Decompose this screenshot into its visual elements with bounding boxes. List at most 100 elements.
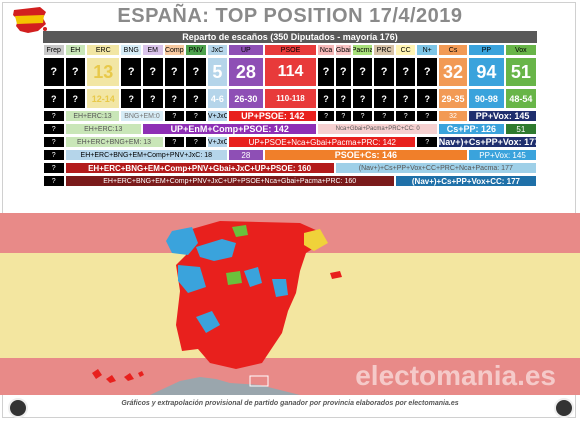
party-header-pnv: PNV bbox=[185, 44, 207, 56]
combo-r1-frep: ? bbox=[43, 110, 65, 122]
combo-r2-frep: ? bbox=[43, 123, 65, 135]
combo-left-160: EH+ERC+BNG+EM+Comp+PNV+Gbai+JxC+UP+PSOE:… bbox=[64, 162, 335, 174]
combo-r1-nav: ? bbox=[416, 110, 438, 122]
seat-range-em: ? bbox=[142, 88, 164, 109]
seat-range-pnv: ? bbox=[185, 88, 207, 109]
seat-range-frep: ? bbox=[43, 88, 65, 109]
combo-psoe-cs: PSOE+Cs: 146 bbox=[263, 149, 469, 161]
combo-periphery-18: EH+ERC+BNG+EM+Comp+PNV+JxC: 18 bbox=[64, 149, 229, 161]
combo-vox: 51 bbox=[504, 123, 537, 135]
cuenca-pp bbox=[244, 267, 262, 287]
seat-range-gbai: ? bbox=[334, 88, 352, 109]
party-header-cs: Cs bbox=[437, 44, 469, 56]
combo-nca-gbai-pacma-prc-cc: Nca+Gbai+Pacma+PRC+CC: 0 bbox=[317, 123, 438, 135]
party-header-erc: ERC bbox=[86, 44, 121, 56]
seat-range-comp: ? bbox=[163, 88, 186, 109]
combo-r1-nca: ? bbox=[317, 110, 335, 122]
seat-value-cs: 32 bbox=[437, 57, 469, 87]
combo-cs: 32 bbox=[437, 110, 469, 122]
seat-value-up: 28 bbox=[228, 57, 264, 87]
party-header-gbai: Gbai bbox=[334, 44, 352, 56]
seat-value-prc: ? bbox=[373, 57, 395, 87]
combo-r5-frep: ? bbox=[43, 162, 65, 174]
party-header-comp: Comp bbox=[163, 44, 186, 56]
combo-r1-pacma: ? bbox=[351, 110, 374, 122]
party-header-up: UP bbox=[228, 44, 264, 56]
seat-value-pacma: ? bbox=[351, 57, 374, 87]
balearics bbox=[330, 271, 342, 279]
combo-eh-erc: EH+ERC:13 bbox=[64, 110, 121, 122]
north-africa-coast bbox=[150, 377, 300, 395]
combo-r6-frep: ? bbox=[43, 175, 65, 187]
seat-value-pp: 94 bbox=[468, 57, 505, 87]
navarra-nav bbox=[226, 271, 242, 285]
page-frame bbox=[2, 2, 576, 418]
centre-pp bbox=[178, 265, 206, 293]
combo-pnv-jxc-2: PNV+JxC: 5 bbox=[206, 136, 229, 148]
party-header-vox: Vox bbox=[504, 44, 537, 56]
electomania-logo-right bbox=[554, 398, 574, 418]
party-header-bng: BNG bbox=[120, 44, 142, 56]
combo-r3-frep: ? bbox=[43, 136, 65, 148]
east-pp bbox=[272, 279, 288, 297]
combo-right-cc-177: (Nav+)+Cs+PP+Vox+CC: 177 bbox=[394, 175, 537, 187]
seat-range-up: 26-30 bbox=[228, 88, 264, 109]
seat-range-vox: 48-54 bbox=[504, 88, 537, 109]
canary-islands bbox=[92, 369, 144, 383]
combo-left-all-160: EH+ERC+BNG+EM+Comp+PNV+JxC+UP+PSOE+Nca+G… bbox=[64, 175, 395, 187]
party-header-n: N+ bbox=[416, 44, 438, 56]
electomania-logo bbox=[8, 398, 28, 418]
seat-range-pacma: ? bbox=[351, 88, 374, 109]
combo-r3-comp: ? bbox=[163, 136, 186, 148]
catalonia-erc bbox=[304, 229, 328, 251]
basque-pnv bbox=[232, 225, 248, 237]
seat-range-bng: ? bbox=[120, 88, 142, 109]
combo-pnv-jxc: PNV+JxC: 5 bbox=[206, 110, 229, 122]
seat-range-nca: ? bbox=[317, 88, 335, 109]
party-header-prc: PRC bbox=[373, 44, 395, 56]
watermark: electomania.es bbox=[355, 360, 556, 391]
seat-value-nca: ? bbox=[317, 57, 335, 87]
combo-up-enm-comp-psoe: UP+EnM+Comp+PSOE: 142 bbox=[142, 123, 318, 135]
combo-eh-erc-2: EH+ERC:13 bbox=[64, 123, 142, 135]
combo-r1-gbai: ? bbox=[334, 110, 352, 122]
seat-range-erc: 12-14 bbox=[86, 88, 121, 109]
combo-pp-vox-2: PP+Vox: 145 bbox=[468, 149, 537, 161]
combo-r1-cc: ? bbox=[394, 110, 417, 122]
combo-right-177: (Nav+)+Cs+PP+Vox+CC+PRC+Nca+Pacma: 177 bbox=[334, 162, 537, 174]
combo-r4-frep: ? bbox=[43, 149, 65, 161]
party-header-frep: Frep bbox=[43, 44, 65, 56]
combo-r1-prc: ? bbox=[373, 110, 395, 122]
party-header-psoe: PSOE bbox=[263, 44, 318, 56]
castilla-pp bbox=[196, 239, 236, 261]
party-header-cc: CC bbox=[394, 44, 417, 56]
combo-r1-comp: ? bbox=[163, 110, 186, 122]
seat-value-n: ? bbox=[416, 57, 438, 87]
seat-value-vox: 51 bbox=[504, 57, 537, 87]
combo-r1-pnv: ? bbox=[185, 110, 207, 122]
footer-note: Gráficos y extrapolación provisional de … bbox=[121, 400, 459, 407]
combo-r3-pnv: ? bbox=[185, 136, 207, 148]
seat-value-em: ? bbox=[142, 57, 164, 87]
south-pp bbox=[196, 311, 220, 333]
seat-range-cs: 29-35 bbox=[437, 88, 469, 109]
seat-value-eh: ? bbox=[64, 57, 87, 87]
seat-value-psoe: 114 bbox=[263, 57, 318, 87]
combo-cs-pp: Cs+PP: 126 bbox=[437, 123, 505, 135]
galicia-pp bbox=[166, 227, 198, 255]
page-title: ESPAÑA: TOP POSITION 17/4/2019 bbox=[117, 5, 463, 27]
seat-value-gbai: ? bbox=[334, 57, 352, 87]
spain-flag-map-icon bbox=[13, 7, 47, 33]
seat-range-cc: ? bbox=[394, 88, 417, 109]
party-header-pp: PP bbox=[468, 44, 505, 56]
combo-up-28: 28 bbox=[228, 149, 264, 161]
combo-up-psoe-nca: UP+PSOE+Nca+Gbai+Pacma+PRC: 142 bbox=[228, 136, 417, 148]
combo-bng-em: BNG+EM:0 bbox=[120, 110, 164, 122]
seat-range-jxc: 4-6 bbox=[206, 88, 229, 109]
spain-province-map bbox=[0, 213, 580, 395]
party-header-em: EM bbox=[142, 44, 164, 56]
combo-eh-erc-bng-em: EH+ERC+BNG+EM: 13 bbox=[64, 136, 164, 148]
seat-value-pnv: ? bbox=[185, 57, 207, 87]
seat-range-psoe: 110-118 bbox=[263, 88, 318, 109]
party-header-nca: Nca bbox=[317, 44, 335, 56]
